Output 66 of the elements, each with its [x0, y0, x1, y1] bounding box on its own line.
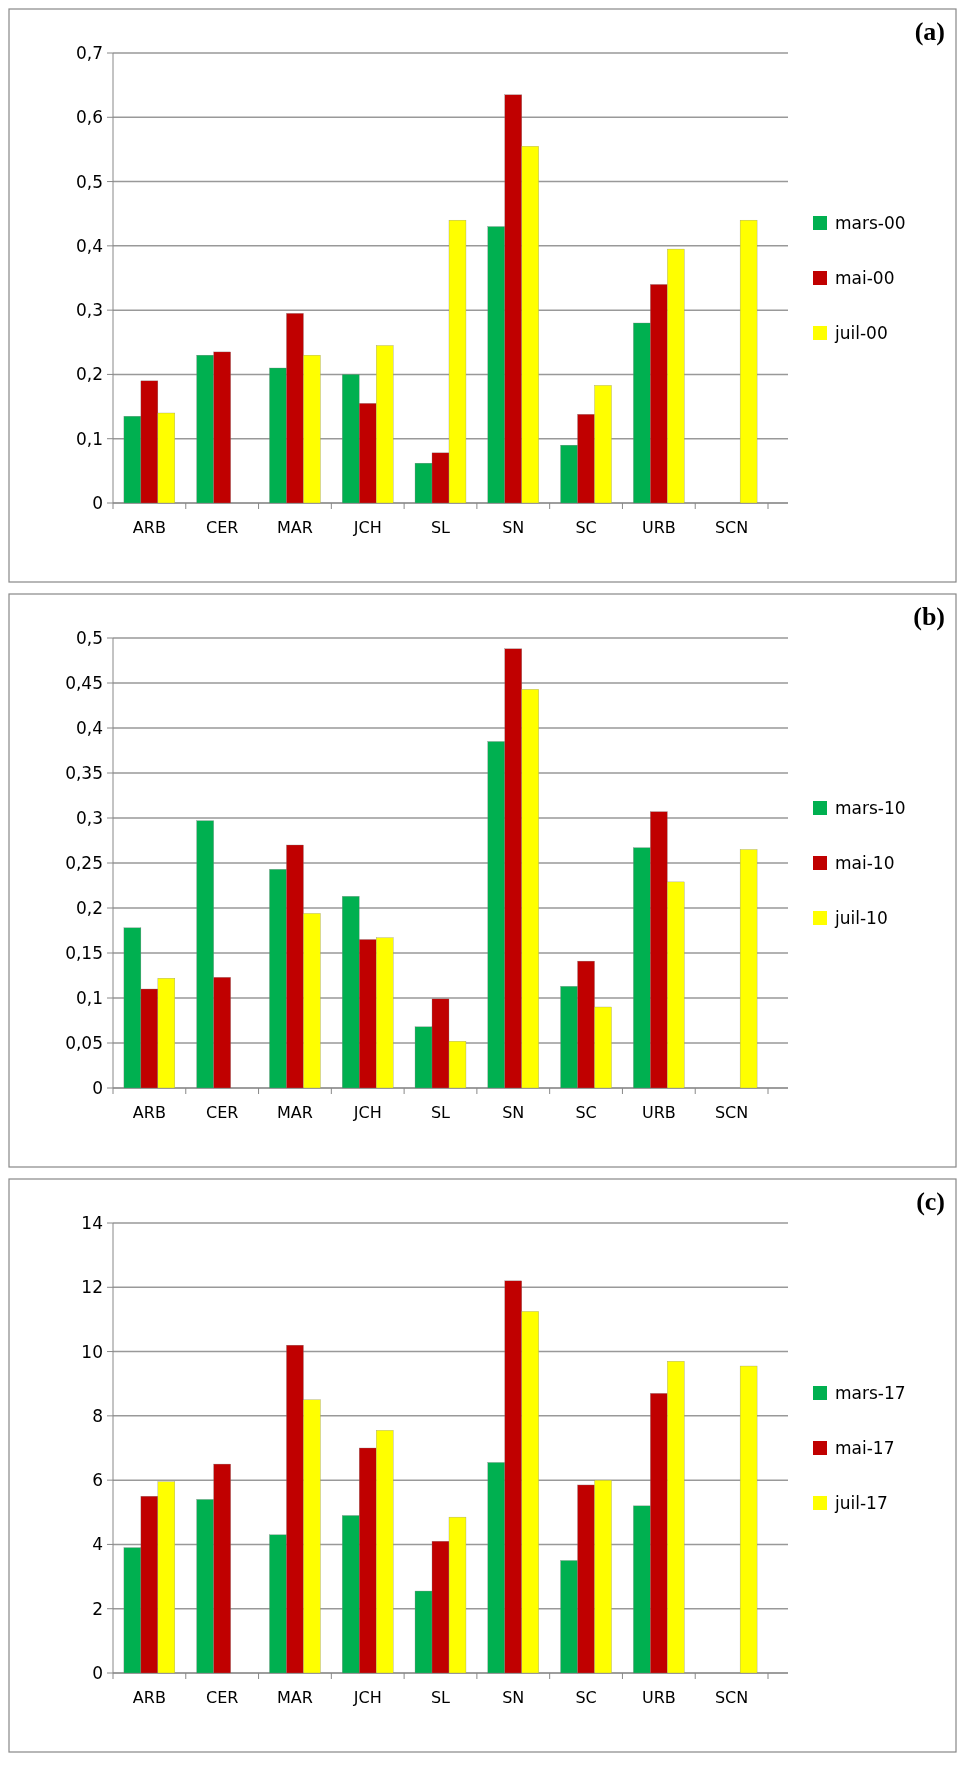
x-tick-label: SCN — [714, 1688, 749, 1707]
x-tick-label: JCH — [352, 1688, 382, 1707]
x-tick-label: SCN — [714, 1103, 749, 1122]
x-tick-label: CER — [205, 518, 239, 537]
y-tick-label: 0,7 — [75, 42, 103, 63]
x-tick-label: URB — [641, 1688, 676, 1707]
y-tick-label: 0,1 — [75, 987, 103, 1008]
y-tick-label: 0,4 — [75, 717, 103, 738]
x-tick-label: URB — [641, 1103, 676, 1122]
legend-label: mars-00 — [835, 212, 906, 233]
x-tick-label: MAR — [277, 1688, 313, 1707]
y-tick-label: 14 — [81, 1212, 103, 1233]
y-tick-label: 6 — [92, 1470, 103, 1491]
y-tick-label: 0,2 — [75, 364, 103, 385]
x-tick-label: ARB — [132, 518, 166, 537]
x-tick-label: SC — [575, 1688, 597, 1707]
x-tick-label: JCH — [352, 518, 382, 537]
x-tick-label: ARB — [132, 1688, 166, 1707]
x-tick-label: SC — [575, 1103, 597, 1122]
x-tick-label: SC — [575, 518, 597, 537]
y-tick-label: 10 — [81, 1341, 103, 1362]
y-tick-label: 0 — [92, 492, 103, 513]
legend-label: mai-10 — [835, 852, 895, 873]
legend-label: juil-10 — [834, 907, 888, 928]
y-tick-label: 2 — [92, 1598, 103, 1619]
x-tick-label: SL — [430, 1103, 451, 1122]
x-tick-label: SN — [502, 1103, 525, 1122]
x-tick-label: SL — [430, 518, 451, 537]
y-tick-label: 4 — [92, 1534, 103, 1555]
y-tick-label: 0,5 — [75, 171, 103, 192]
x-tick-label: SL — [430, 1688, 451, 1707]
y-tick-label: 8 — [92, 1405, 103, 1426]
y-tick-label: 0 — [92, 1662, 103, 1683]
x-tick-label: SN — [502, 518, 525, 537]
x-tick-label: MAR — [277, 1103, 313, 1122]
legend-label: mai-00 — [835, 267, 895, 288]
x-tick-label: MAR — [277, 518, 313, 537]
y-tick-label: 0,25 — [65, 852, 103, 873]
y-tick-label: 0,45 — [65, 672, 103, 693]
y-tick-label: 0,35 — [65, 762, 103, 783]
legend-label: mai-17 — [835, 1437, 895, 1458]
y-tick-label: 0 — [92, 1077, 103, 1098]
y-tick-label: 0,1 — [75, 428, 103, 449]
y-tick-label: 0,5 — [75, 627, 103, 648]
x-tick-label: ARB — [132, 1103, 166, 1122]
y-tick-label: 12 — [81, 1277, 103, 1298]
y-tick-label: 0,4 — [75, 235, 103, 256]
x-tick-label: SCN — [714, 518, 749, 537]
y-tick-label: 0,15 — [65, 942, 103, 963]
legend-label: mars-10 — [835, 797, 906, 818]
x-tick-label: SN — [502, 1688, 525, 1707]
legend-label: juil-00 — [834, 322, 888, 343]
x-tick-label: URB — [641, 518, 676, 537]
legend-label: mars-17 — [835, 1382, 906, 1403]
y-tick-label: 0,3 — [75, 807, 103, 828]
text: (b) — [913, 602, 945, 631]
x-tick-label: JCH — [352, 1103, 382, 1122]
x-tick-label: CER — [205, 1103, 239, 1122]
y-tick-label: 0,3 — [75, 300, 103, 321]
legend-label: juil-17 — [834, 1492, 888, 1513]
x-tick-label: CER — [205, 1688, 239, 1707]
text: (c) — [916, 1187, 945, 1216]
text: (a) — [914, 17, 945, 46]
y-tick-label: 0,6 — [75, 107, 103, 128]
y-tick-label: 0,05 — [65, 1032, 103, 1053]
y-tick-label: 0,2 — [75, 897, 103, 918]
